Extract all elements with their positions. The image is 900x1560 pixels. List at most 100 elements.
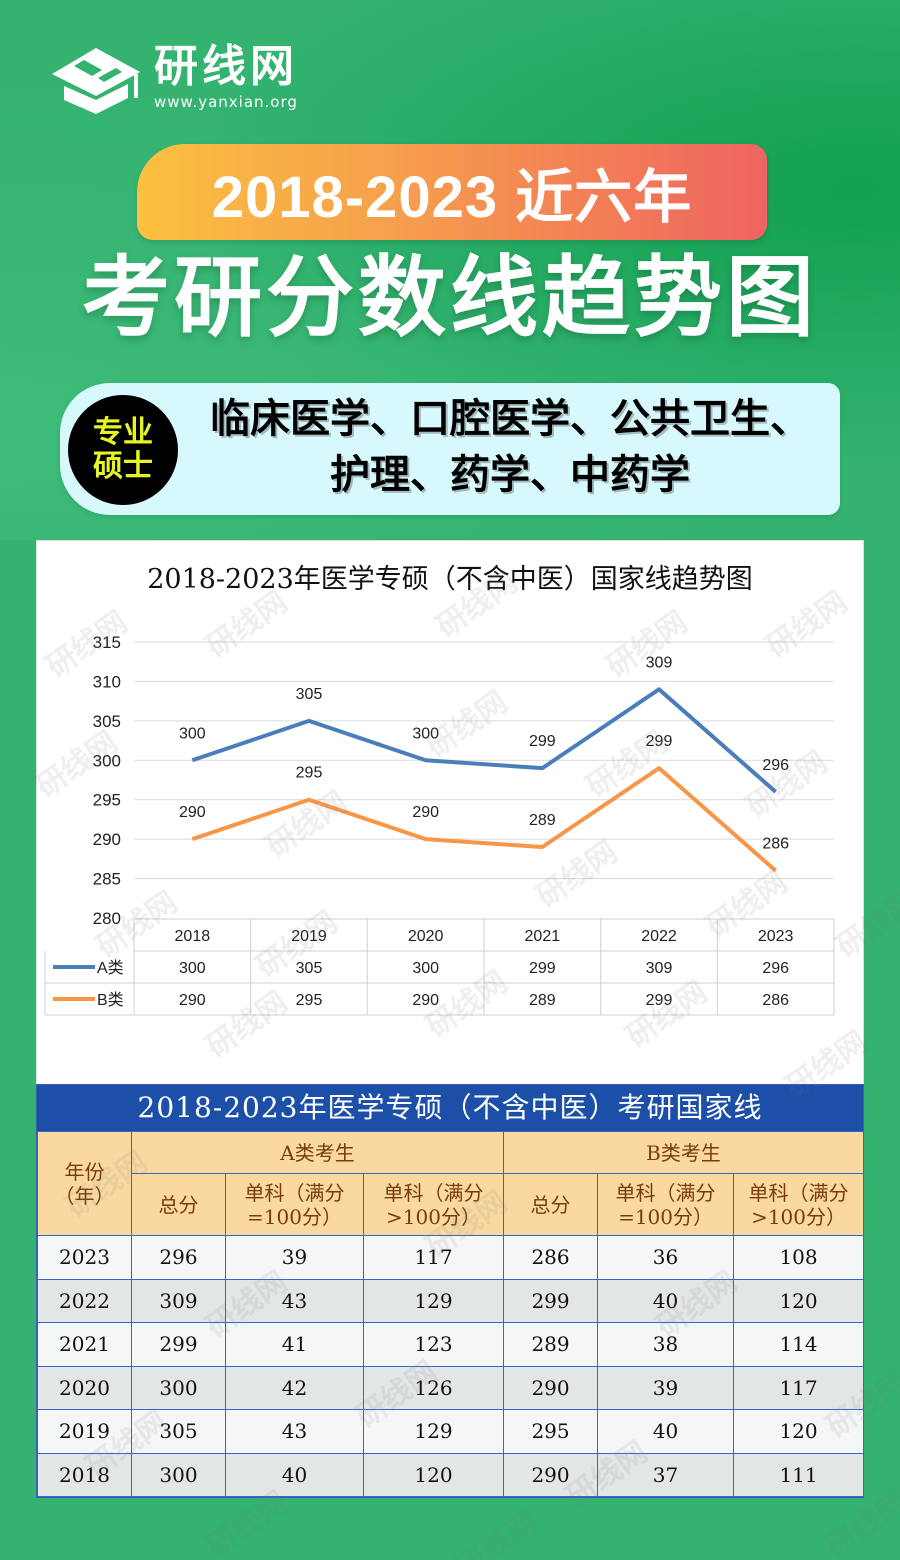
badge-line-1: 专业 xyxy=(93,415,153,450)
cell-a-100: 42 xyxy=(225,1365,364,1410)
table-value: 296 xyxy=(762,960,789,977)
y-tick-label: 285 xyxy=(93,870,121,889)
graduation-cap-icon xyxy=(52,48,140,114)
cell-a-100: 43 xyxy=(225,1278,364,1323)
cell-b-gt100: 108 xyxy=(733,1235,865,1280)
table-value: 286 xyxy=(762,992,789,1009)
data-label: 289 xyxy=(529,812,556,829)
y-tick-label: 315 xyxy=(93,633,121,652)
cell-a-total: 305 xyxy=(131,1409,226,1454)
table-value: 299 xyxy=(646,992,673,1009)
data-label: 309 xyxy=(646,654,673,671)
cell-b-gt100: 117 xyxy=(733,1365,865,1410)
table-value: 300 xyxy=(412,960,439,977)
line-chart: 280 285 290 295 300 305 310 315 300 305 300 299 309 2… xyxy=(44,633,835,1016)
table-value: 290 xyxy=(412,992,439,1009)
data-label: 299 xyxy=(646,733,673,750)
y-tick-label: 280 xyxy=(93,909,121,928)
table-row: 2021 299 41 123 289 38 114 xyxy=(37,1322,865,1367)
cell-b-gt100: 114 xyxy=(733,1322,865,1367)
table-value: 305 xyxy=(296,960,323,977)
cell-year: 2022 xyxy=(37,1278,132,1323)
degree-badge: 专业 硕士 xyxy=(68,395,178,505)
cell-b-total: 295 xyxy=(503,1409,599,1454)
y-tick-label: 305 xyxy=(93,712,121,731)
x-tick-label: 2021 xyxy=(525,928,561,945)
chart-title: 2018-2023年医学专硕（不含中医）国家线趋势图 xyxy=(147,564,753,595)
sub-header: 单科（满分>100分） xyxy=(362,1173,505,1236)
subjects-line-2: 护理、药学、中药学 xyxy=(330,451,690,498)
cell-year: 2018 xyxy=(37,1452,132,1497)
table-value: 295 xyxy=(296,992,323,1009)
cell-b-total: 299 xyxy=(503,1278,599,1323)
cell-year: 2019 xyxy=(37,1409,132,1454)
x-tick-label: 2023 xyxy=(758,928,794,945)
cell-a-100: 43 xyxy=(225,1409,364,1454)
cell-b-total: 289 xyxy=(503,1322,599,1367)
sub-header: 单科（满分=100分） xyxy=(597,1173,735,1236)
x-tick-label: 2020 xyxy=(408,928,444,945)
badge-line-2: 硕士 xyxy=(93,449,153,484)
cell-b-100: 39 xyxy=(597,1365,735,1410)
cell-b-gt100: 111 xyxy=(733,1452,865,1497)
table-row: 2019 305 43 129 295 40 120 xyxy=(37,1409,865,1454)
cell-year: 2023 xyxy=(37,1235,132,1280)
sub-header: 单科（满分=100分） xyxy=(225,1173,364,1236)
table-row: 2018 300 40 120 290 37 111 xyxy=(37,1452,865,1497)
cell-a-total: 299 xyxy=(131,1322,226,1367)
table-row: 2023 296 39 117 286 36 108 xyxy=(37,1235,865,1280)
sub-header: 单科（满分>100分） xyxy=(733,1173,865,1236)
cell-b-gt100: 120 xyxy=(733,1278,865,1323)
y-tick-label: 295 xyxy=(93,791,121,810)
data-label: 295 xyxy=(296,765,323,782)
watermark: 研线网 xyxy=(450,1504,544,1560)
brand-name: 研线网 xyxy=(154,41,298,92)
cell-a-total: 300 xyxy=(131,1365,226,1410)
data-label: 290 xyxy=(179,804,206,821)
table-row: 2022 309 43 129 299 40 120 xyxy=(37,1278,865,1323)
cell-year: 2020 xyxy=(37,1365,132,1410)
x-tick-label: 2018 xyxy=(175,928,211,945)
table-value: 299 xyxy=(529,960,556,977)
year-header: 年份（年） xyxy=(37,1131,132,1236)
series-line-b xyxy=(191,766,777,873)
cell-b-total: 286 xyxy=(503,1235,599,1280)
group-a-header: A类考生 xyxy=(130,1131,505,1174)
cell-a-gt100: 123 xyxy=(362,1322,505,1367)
cell-b-total: 290 xyxy=(503,1452,599,1497)
score-table: 年份（年） A类考生 B类考生 总分 单科（满分=100分） 单科（满分>100… xyxy=(37,1131,865,1497)
data-label: 286 xyxy=(762,836,789,853)
data-label: 305 xyxy=(296,686,323,703)
legend-label: B类 xyxy=(97,991,124,1009)
cell-a-total: 296 xyxy=(131,1235,226,1280)
y-tick-label: 310 xyxy=(93,672,121,691)
subjects-line-1: 临床医学、口腔医学、公共卫生、 xyxy=(210,395,810,442)
cell-a-gt100: 129 xyxy=(362,1409,505,1454)
table-title: 2018-2023年医学专硕（不含中医）考研国家线 xyxy=(37,1085,863,1131)
data-label: 300 xyxy=(179,725,206,742)
cell-a-gt100: 120 xyxy=(362,1452,505,1497)
cell-a-100: 40 xyxy=(225,1452,364,1497)
cell-a-gt100: 126 xyxy=(362,1365,505,1410)
cell-b-100: 37 xyxy=(597,1452,735,1497)
cell-a-100: 39 xyxy=(225,1235,364,1280)
table-value: 300 xyxy=(179,960,206,977)
chart-panel: 2018-2023年医学专硕（不含中医）国家线趋势图 280 285 290 295 3… xyxy=(36,540,864,1085)
data-label: 296 xyxy=(762,757,789,774)
data-label: 290 xyxy=(412,804,439,821)
score-table-panel: 2018-2023年医学专硕（不含中医）考研国家线 年份（年） A类考生 B类考… xyxy=(36,1084,865,1498)
data-label: 300 xyxy=(412,725,439,742)
year-range-banner: 2018-2023 近六年 xyxy=(137,144,767,240)
subject-list: 临床医学、口腔医学、公共卫生、 护理、药学、中药学 xyxy=(190,391,830,503)
cell-b-gt100: 120 xyxy=(733,1409,865,1454)
table-row: 2020 300 42 126 290 39 117 xyxy=(37,1365,865,1410)
cell-a-total: 309 xyxy=(131,1278,226,1323)
cell-a-100: 41 xyxy=(225,1322,364,1367)
cell-b-100: 40 xyxy=(597,1278,735,1323)
page-title: 考研分数线趋势图 xyxy=(81,246,818,349)
legend-label: A类 xyxy=(97,959,124,977)
cell-a-gt100: 117 xyxy=(362,1235,505,1280)
cell-b-total: 290 xyxy=(503,1365,599,1410)
x-tick-label: 2019 xyxy=(291,928,327,945)
y-tick-label: 300 xyxy=(93,751,121,770)
